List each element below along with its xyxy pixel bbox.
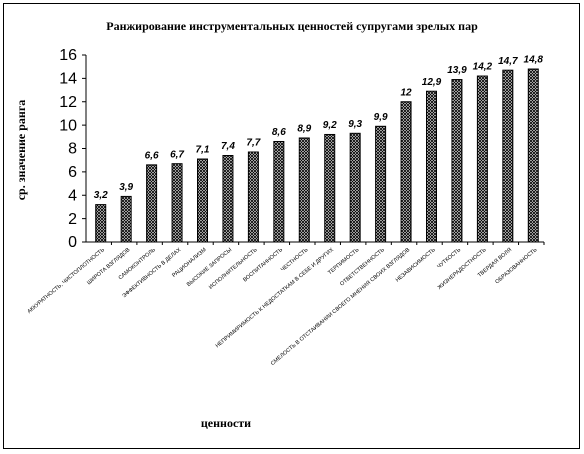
value-label: 6,7 [170, 149, 184, 160]
bar [95, 204, 107, 243]
bar [349, 132, 361, 243]
value-label: 7,4 [221, 141, 235, 152]
value-label: 14,8 [524, 55, 544, 66]
bar [502, 69, 514, 243]
bar [400, 101, 412, 243]
x-axis-label: ценности [201, 416, 251, 430]
bar [451, 79, 463, 243]
y-tick-label: 16 [59, 47, 77, 64]
value-label: 8,9 [297, 124, 311, 135]
value-label: 13,9 [447, 65, 467, 76]
chart-title: Ранжирование инструментальных ценностей … [106, 19, 478, 33]
value-label: 14,2 [473, 62, 493, 73]
bar [171, 163, 183, 243]
bar [375, 125, 387, 243]
value-label: 8,6 [272, 127, 286, 138]
y-tick-label: 4 [68, 187, 77, 204]
y-axis-label: ср. значение ранга [14, 100, 28, 201]
y-tick-label: 2 [68, 211, 77, 228]
bar [273, 140, 285, 243]
value-label: 3,9 [119, 182, 133, 193]
value-label: 9,9 [374, 112, 388, 123]
value-label: 7,7 [246, 138, 260, 149]
bar [324, 133, 336, 243]
y-tick-label: 10 [59, 117, 77, 134]
y-tick-label: 8 [68, 141, 77, 158]
bar [476, 75, 488, 243]
bar [120, 195, 132, 243]
bar [247, 151, 259, 243]
y-tick-label: 0 [68, 234, 77, 251]
value-label: 14,7 [498, 56, 518, 67]
bar [426, 90, 437, 243]
bar [298, 137, 310, 243]
y-tick-label: 6 [68, 164, 77, 181]
value-label: 9,2 [323, 120, 337, 131]
value-label: 12 [400, 87, 412, 98]
y-tick-label: 14 [59, 71, 77, 88]
bar [527, 68, 539, 243]
bar [146, 164, 158, 243]
value-label: 7,1 [196, 145, 210, 156]
value-label: 12,9 [422, 77, 442, 88]
chart-border [3, 3, 580, 449]
value-label: 9,3 [348, 119, 362, 130]
bar [222, 155, 234, 243]
value-label: 6,6 [145, 151, 159, 162]
y-tick-label: 12 [59, 94, 77, 111]
bar [197, 158, 208, 243]
value-label: 3,2 [94, 190, 108, 201]
